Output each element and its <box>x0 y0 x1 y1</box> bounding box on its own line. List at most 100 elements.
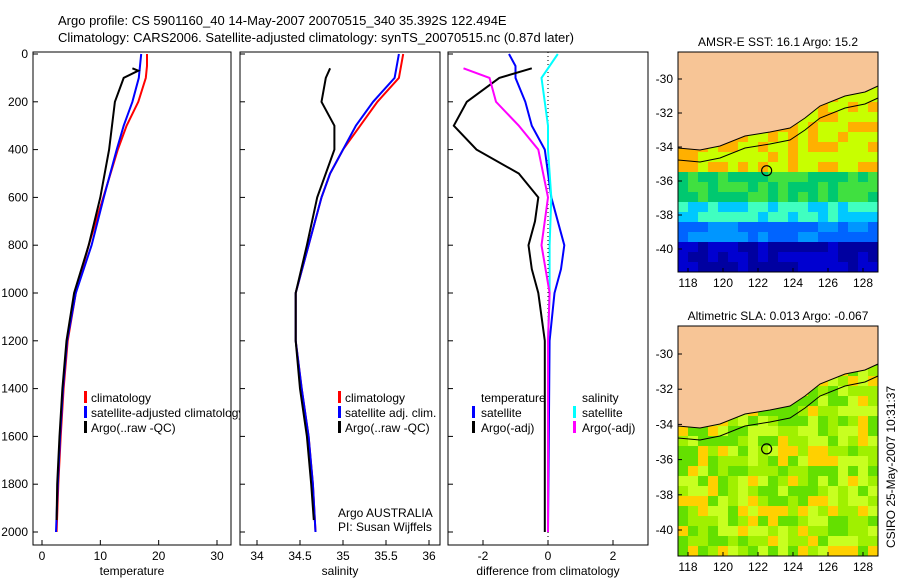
map-cell <box>748 212 758 222</box>
map-cell <box>818 122 828 132</box>
map-cell <box>738 476 748 486</box>
y-tick-label: 2000 <box>1 525 28 539</box>
map-cell <box>838 376 848 386</box>
map-cell <box>758 182 768 192</box>
map-cell <box>678 212 688 222</box>
map-cell <box>688 212 698 222</box>
map-cell <box>828 426 838 436</box>
map-cell <box>768 232 778 242</box>
map-cell <box>758 546 768 556</box>
map-cell <box>808 142 818 152</box>
y-tick-label: -30 <box>656 72 674 86</box>
x-tick-label: 122 <box>748 560 768 574</box>
map-cell <box>748 496 758 506</box>
map-cell <box>858 366 868 376</box>
map-cell <box>788 172 798 182</box>
map-cell <box>728 192 738 202</box>
map-cell <box>758 232 768 242</box>
map-cell <box>728 152 738 162</box>
map-cell <box>708 446 718 456</box>
map-cell <box>738 446 748 456</box>
map-cell <box>828 536 838 546</box>
map-cell <box>768 526 778 536</box>
map-cell <box>838 396 848 406</box>
map-cell <box>698 152 708 162</box>
map-cell <box>758 486 768 496</box>
map-cell <box>698 536 708 546</box>
map-cell <box>718 436 728 446</box>
map-cell <box>768 142 778 152</box>
map-cell <box>688 232 698 242</box>
map-cell <box>798 546 808 556</box>
x-tick-label: 35 <box>336 549 350 563</box>
map-cell <box>728 456 738 466</box>
map-cell <box>798 242 808 252</box>
map-cell <box>788 476 798 486</box>
map-cell <box>828 456 838 466</box>
map-cell <box>698 232 708 242</box>
map-cell <box>768 212 778 222</box>
x-tick-label: 128 <box>853 560 873 574</box>
map-cell <box>768 132 778 142</box>
map-cell <box>718 182 728 192</box>
map-cell <box>788 152 798 162</box>
map-cell <box>698 496 708 506</box>
map-title: AMSR-E SST: 16.1 Argo: 15.2 <box>698 35 858 49</box>
map-cell <box>728 436 738 446</box>
map-cell <box>868 232 878 242</box>
map-frame <box>677 325 879 557</box>
map-cell <box>838 172 848 182</box>
map-cell <box>808 242 818 252</box>
map-cell <box>738 212 748 222</box>
map-cell <box>868 212 878 222</box>
map-cell <box>678 162 688 172</box>
map-cell <box>868 102 878 112</box>
map-cell <box>848 486 858 496</box>
y-tick-label: -36 <box>656 174 674 188</box>
map-cell <box>858 242 868 252</box>
map-cell <box>728 182 738 192</box>
map-cell <box>798 446 808 456</box>
map-cell <box>808 536 818 546</box>
map-cell <box>678 496 688 506</box>
map-cell <box>688 486 698 496</box>
map-cell <box>768 466 778 476</box>
map-cell <box>868 416 878 426</box>
title-line-2: Climatology: CARS2006. Satellite-adjuste… <box>58 30 574 45</box>
y-tick-label: -40 <box>656 523 674 537</box>
x-axis-label: temperature <box>100 564 165 578</box>
map-cell <box>848 102 858 112</box>
map-cell <box>858 142 868 152</box>
map-cell <box>758 212 768 222</box>
map-cell <box>758 202 768 212</box>
map-cell <box>728 162 738 172</box>
map-cell <box>838 476 848 486</box>
map-cell <box>798 172 808 182</box>
map-cell <box>838 416 848 426</box>
map-cell <box>748 526 758 536</box>
map-cell <box>868 182 878 192</box>
map-cell <box>718 476 728 486</box>
map-cell <box>698 252 708 262</box>
map-cell <box>688 202 698 212</box>
map-cell <box>818 416 828 426</box>
map-cell <box>758 262 768 272</box>
map-cell <box>768 536 778 546</box>
map-cell <box>688 436 698 446</box>
legend-entry: satellite-adjusted climatology <box>91 406 244 420</box>
map-cell <box>868 366 878 376</box>
map-cell <box>768 192 778 202</box>
map-cell <box>778 496 788 506</box>
map-cell <box>788 446 798 456</box>
map-cell <box>758 466 768 476</box>
map-cell <box>698 446 708 456</box>
map-cell <box>748 172 758 182</box>
map-cell <box>838 496 848 506</box>
map-cell <box>738 262 748 272</box>
map-cell <box>768 506 778 516</box>
map-cell <box>808 436 818 446</box>
map-cell <box>818 516 828 526</box>
map-cell <box>808 172 818 182</box>
map-cell <box>718 252 728 262</box>
x-tick-label: 0 <box>545 549 552 563</box>
